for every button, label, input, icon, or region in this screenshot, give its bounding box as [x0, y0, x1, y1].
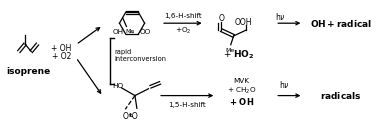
Text: O: O [122, 112, 128, 121]
Text: + $\mathbf{HO_2}$: + $\mathbf{HO_2}$ [223, 48, 254, 61]
Text: $\mathbf{radicals}$: $\mathbf{radicals}$ [320, 90, 362, 101]
Text: ȮO: ȮO [139, 29, 150, 35]
Text: O: O [218, 14, 224, 23]
Text: •: • [128, 111, 133, 120]
Text: + O2: + O2 [52, 52, 71, 61]
Text: rapid: rapid [115, 49, 132, 55]
Text: $\mathbf{OH + radical}$: $\mathbf{OH + radical}$ [310, 18, 372, 29]
Text: + $\mathbf{OH}$: + $\mathbf{OH}$ [229, 96, 254, 107]
Text: HO: HO [112, 83, 123, 89]
Text: Me: Me [125, 29, 135, 34]
Text: h$\nu$: h$\nu$ [279, 79, 290, 90]
Text: interconversion: interconversion [115, 56, 167, 62]
Text: 1,5-H-shift: 1,5-H-shift [168, 102, 206, 108]
Text: + OH: + OH [51, 44, 71, 53]
Text: + CH$_2$O: + CH$_2$O [226, 86, 256, 96]
Text: OH: OH [113, 29, 124, 35]
Text: OOH: OOH [235, 18, 252, 27]
Text: h$\nu$: h$\nu$ [275, 11, 285, 22]
Text: 1,6-H-shift: 1,6-H-shift [164, 13, 202, 19]
Text: –O: –O [129, 112, 139, 121]
Text: isoprene: isoprene [6, 67, 50, 76]
Text: MVK: MVK [233, 78, 249, 84]
Text: +O$_2$: +O$_2$ [175, 26, 192, 36]
Text: Me: Me [225, 48, 234, 53]
